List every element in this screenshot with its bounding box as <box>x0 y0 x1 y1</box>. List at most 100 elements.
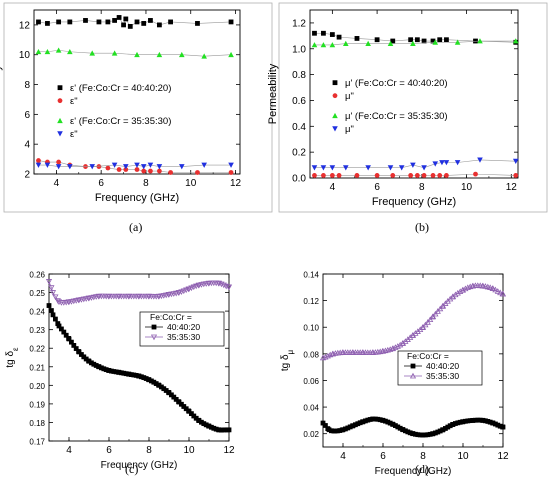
data-point <box>45 21 50 26</box>
data-point <box>66 336 72 342</box>
data-point <box>127 24 133 29</box>
data-point <box>56 159 62 165</box>
x-tick-label: 10 <box>183 445 195 456</box>
series-fit-line <box>38 160 232 173</box>
panel-c: 4 6 8 10 12 0.17 0.18 0.19 0.20 0.21 0.22 0.23 0.24 0… <box>0 240 275 479</box>
panel-b: 4 6 8 10 12 0.0 0.2 0.4 0.6 0.8 1.0 1.2 Frequency (G… <box>267 0 550 240</box>
chart-a-x-label: Frequency (GHz) <box>95 192 179 204</box>
y-tick-label: 0.8 <box>292 70 306 81</box>
data-point <box>394 343 401 349</box>
data-point <box>140 164 147 170</box>
data-point <box>477 157 483 163</box>
data-point <box>147 162 154 168</box>
data-point <box>96 19 102 25</box>
data-point <box>49 290 57 296</box>
legend-marker <box>332 112 338 119</box>
data-point <box>320 420 326 426</box>
data-point <box>365 417 371 423</box>
chart-b-y-axis: 0.0 0.2 0.4 0.6 0.8 1.0 1.2 <box>292 18 518 185</box>
data-point <box>373 416 378 422</box>
x-tick-label: 12 <box>230 178 242 189</box>
data-point <box>443 160 450 166</box>
chart-d-y-label-sub: μ <box>286 349 295 354</box>
data-point <box>374 37 380 43</box>
chart-c-x-axis: 4 6 8 10 12 <box>48 274 235 456</box>
data-point <box>105 165 111 171</box>
data-point <box>53 316 58 322</box>
chart-d-x-label: Frequency (GHz) <box>375 466 452 477</box>
chart-b-legend: μ' (Fe:Co:Cr = 40:40:20) μ" μ' (Fe:Co:Cr =… <box>332 78 448 135</box>
data-point <box>425 432 431 438</box>
data-point <box>410 162 416 168</box>
series-line <box>48 281 230 303</box>
data-point <box>354 173 360 178</box>
data-point <box>226 427 232 433</box>
x-tick-label: 6 <box>98 178 104 189</box>
data-point <box>497 289 504 296</box>
chart-c-y-label: tg δε <box>5 347 20 368</box>
data-point <box>421 38 427 44</box>
series-fit-line <box>38 164 232 167</box>
data-point <box>398 165 405 171</box>
chart-c-svg: 4 6 8 10 120.170.180.190.200.210.220.230.240… <box>5 271 235 472</box>
legend-marker <box>332 93 338 99</box>
data-point <box>71 343 77 348</box>
series-line <box>322 285 504 359</box>
data-point <box>487 284 494 291</box>
legend-entry-1: 35:35:30 <box>167 332 200 342</box>
y-tick-label: 0.21 <box>29 363 45 372</box>
data-point <box>312 30 317 36</box>
y-tick-label: 8 <box>24 80 30 91</box>
y-tick-label: 10 <box>19 50 31 61</box>
data-point <box>148 18 153 23</box>
data-point <box>134 19 140 25</box>
legend-title: Fe:Co:Cr = <box>150 312 192 322</box>
data-point <box>342 165 349 171</box>
data-point <box>494 288 501 294</box>
legend-marker <box>57 117 63 124</box>
data-point <box>56 19 62 25</box>
data-point <box>322 353 329 360</box>
legend-entry-3: ε" <box>70 129 78 140</box>
data-point <box>111 50 118 56</box>
data-point <box>228 19 234 25</box>
data-point <box>329 173 335 178</box>
data-point <box>116 167 122 172</box>
data-point <box>387 40 394 46</box>
chart-b-series-2 <box>311 38 519 48</box>
chart-c-plot-area <box>48 273 230 442</box>
x-tick-label: 6 <box>106 445 112 456</box>
data-point <box>342 40 349 46</box>
data-point <box>44 162 51 168</box>
data-point <box>464 284 471 291</box>
data-point <box>131 372 137 378</box>
data-point <box>432 39 439 45</box>
data-point <box>171 394 177 400</box>
data-point <box>405 429 411 435</box>
y-tick-label: 0.23 <box>29 326 45 335</box>
data-point <box>432 161 439 167</box>
data-point <box>52 294 59 301</box>
data-point <box>211 425 217 431</box>
data-point <box>489 285 497 292</box>
x-tick-label: 10 <box>185 178 197 189</box>
data-point <box>156 168 162 174</box>
data-point <box>201 421 207 427</box>
legend-title: Fe:Co:Cr = <box>407 351 449 361</box>
data-point <box>459 286 467 293</box>
data-point <box>112 18 118 23</box>
legend-entry-2: μ' (Fe:Co:Cr = 35:35:30) <box>345 111 448 122</box>
legend-marker <box>332 80 338 86</box>
chart-c-y-axis: 0.17 0.18 0.19 0.20 0.21 0.22 0.23 0.24 0.25 0.26 <box>29 271 229 447</box>
data-point <box>56 323 62 329</box>
data-point <box>156 22 162 28</box>
x-tick-label: 4 <box>340 451 346 462</box>
data-point <box>67 48 73 55</box>
data-point <box>83 18 88 23</box>
legend-entry-2: ε' (Fe:Co:Cr = 35:35:30) <box>70 116 171 127</box>
data-point <box>35 48 42 55</box>
y-tick-label: 0.18 <box>29 419 45 428</box>
data-point <box>408 173 414 178</box>
y-tick-label: 0.17 <box>29 438 45 447</box>
